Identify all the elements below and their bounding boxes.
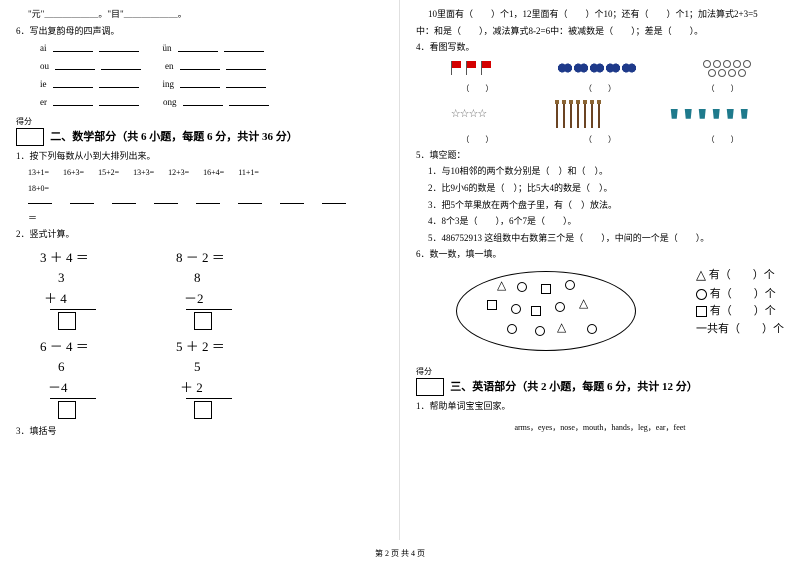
- paren: （ ）: [707, 83, 739, 94]
- vcalc-top: 5 ＋ 2 ＝: [176, 336, 232, 355]
- pinyin-row-3: ie ing: [40, 79, 383, 89]
- r-q6: 6．数一数，填一填。: [416, 248, 784, 261]
- vcalc-top: 3 ＋ 4 ＝: [40, 247, 96, 266]
- page-footer: 第 2 页 共 4 页: [0, 548, 800, 559]
- buckets-icon: [669, 109, 749, 119]
- r-line1: 10里面有（ ）个1，12里面有（ ）个10；还有（ ）个1；加法算式2+3=5: [416, 8, 784, 21]
- math-q2: 2．竖式计算。: [16, 228, 383, 241]
- score-box: [16, 128, 44, 146]
- r-q5-2: 2．比9小6的数是（ ）；比5大4的数是（ ）。: [416, 182, 784, 195]
- pinyin: er: [40, 97, 47, 107]
- score-box: [416, 378, 444, 396]
- paren-row-1: （ ） （ ） （ ）: [416, 83, 784, 94]
- answer-box: [58, 401, 76, 419]
- answer-box: [194, 401, 212, 419]
- vcalc-row-2: 6 － 4 ＝ 6 －4 5 ＋ 2 ＝ 5 ＋ 2: [40, 336, 383, 419]
- vcalc-2: 8 － 2 ＝ 8 －2: [176, 247, 232, 330]
- eq: 12+3=: [168, 168, 189, 177]
- vcalc-4: 5 ＋ 2 ＝ 5 ＋ 2: [176, 336, 232, 419]
- vcalc-top: 8 － 2 ＝: [176, 247, 232, 266]
- left-column: "元"＿＿＿＿＿＿。"目"＿＿＿＿＿＿。 6．写出复韵母的四声调。 ai ün …: [0, 0, 400, 540]
- pinyin: ie: [40, 79, 47, 89]
- pinyin: ou: [40, 61, 49, 71]
- score-label: 得分: [16, 117, 32, 126]
- image-row-1: [416, 60, 784, 77]
- image-row-2: ☆☆☆☆: [416, 100, 784, 128]
- vcalc-mid2: －2: [184, 288, 232, 307]
- r-q5-3: 3．把5个苹果放在两个盘子里，有（ ）放法。: [416, 199, 784, 212]
- score-label: 得分: [416, 367, 432, 376]
- pinyin-row-2: ou en: [40, 61, 383, 71]
- pinyin: ai: [40, 43, 47, 53]
- answer-box: [58, 312, 76, 330]
- vcalc-mid1: 8: [194, 270, 232, 286]
- top-text: "元"＿＿＿＿＿＿。"目"＿＿＿＿＿＿。: [16, 8, 383, 21]
- math-q3: 3．填括号: [16, 425, 383, 438]
- pinyin-row-4: er ong: [40, 97, 383, 107]
- eq: 18+0=: [28, 183, 383, 194]
- pinyin: ong: [163, 97, 177, 107]
- pinyin: ing: [163, 79, 175, 89]
- vcalc-mid1: 6: [58, 359, 96, 375]
- eq: 15+2=: [98, 168, 119, 177]
- r-q5: 5．填空题：: [416, 149, 784, 162]
- rings-icon: [703, 60, 751, 77]
- vcalc-row-1: 3 ＋ 4 ＝ 3 ＋ 4 8 － 2 ＝ 8 －2: [40, 247, 383, 330]
- eng-q1: 1．帮助单词宝宝回家。: [416, 400, 784, 413]
- answer-box: [194, 312, 212, 330]
- sticks-icon: [556, 100, 600, 128]
- paren: （ ）: [584, 134, 616, 145]
- r-q5-1: 1．与10相邻的两个数分别是（ ）和（ ）。: [416, 165, 784, 178]
- vcalc-mid2: ＋ 2: [180, 377, 232, 396]
- vcalc-mid2: －4: [48, 377, 96, 396]
- paren-row-2: （ ） （ ） （ ）: [416, 134, 784, 145]
- pinyin: en: [165, 61, 174, 71]
- legend-tri: 有（ ）个: [709, 269, 775, 281]
- r-q4: 4．看图写数。: [416, 41, 784, 54]
- eq: 11+1=: [238, 168, 259, 177]
- english-words: arms，eyes，nose，mouth，hands，leg，ear，feet: [416, 422, 784, 433]
- equations-row: 13+1= 16+3= 15+2= 13+3= 12+3= 16+4= 11+1…: [28, 168, 383, 177]
- eq: 13+3=: [133, 168, 154, 177]
- dash-row: [28, 203, 383, 204]
- eq: 13+1=: [28, 168, 49, 177]
- pinyin: ün: [163, 43, 172, 53]
- pinyin-row-1: ai ün: [40, 43, 383, 53]
- vcalc-mid2: ＋ 4: [44, 288, 96, 307]
- legend-ci: 有（ ）个: [710, 288, 776, 300]
- butterflies-icon: [558, 63, 636, 73]
- paren: （ ）: [707, 134, 739, 145]
- eq: 16+4=: [203, 168, 224, 177]
- score-row-r: 得分 三、英语部分（共 2 小题，每题 6 分，共计 12 分）: [416, 365, 784, 396]
- section-3-title: 三、英语部分（共 2 小题，每题 6 分，共计 12 分）: [450, 381, 698, 393]
- r-q5-5: 5．486752913 这组数中右数第三个是（ ），中间的一个是（ ）。: [416, 232, 784, 245]
- shape-section: △ △ △ △ 有（ ）个 有（ ）个 有（ ）个 一共有（ ）个: [416, 265, 784, 357]
- r-line2: 中：和是（ ），减法算式8-2=6中：被减数是（ ）；差是（ ）。: [416, 25, 784, 38]
- right-column: 10里面有（ ）个1，12里面有（ ）个10；还有（ ）个1；加法算式2+3=5…: [400, 0, 800, 540]
- shape-legend: △ 有（ ）个 有（ ）个 有（ ）个 一共有（ ）个: [696, 265, 784, 357]
- vcalc-1: 3 ＋ 4 ＝ 3 ＋ 4: [40, 247, 96, 330]
- vcalc-mid1: 3: [58, 270, 96, 286]
- r-q5-4: 4．8个3是（ ），6个7是（ ）。: [416, 215, 784, 228]
- paren: （ ）: [461, 134, 493, 145]
- shape-oval: △ △ △: [456, 271, 636, 351]
- paren: （ ）: [461, 83, 493, 94]
- section-2-title: 二、数学部分（共 6 小题，每题 6 分，共计 36 分）: [50, 131, 298, 143]
- score-row: 得分 二、数学部分（共 6 小题，每题 6 分，共计 36 分）: [16, 115, 383, 146]
- vcalc-mid1: 5: [194, 359, 232, 375]
- eq: 16+3=: [63, 168, 84, 177]
- paren: （ ）: [584, 83, 616, 94]
- q6-label: 6．写出复韵母的四声调。: [16, 25, 383, 38]
- flags-icon: [449, 61, 491, 75]
- stars-icon: ☆☆☆☆: [451, 107, 486, 120]
- legend-all: 一共有（ ）个: [696, 323, 784, 335]
- vcalc-3: 6 － 4 ＝ 6 －4: [40, 336, 96, 419]
- vcalc-top: 6 － 4 ＝: [40, 336, 96, 355]
- legend-sq: 有（ ）个: [710, 305, 776, 317]
- math-q1: 1．按下列每数从小到大排列出来。: [16, 150, 383, 163]
